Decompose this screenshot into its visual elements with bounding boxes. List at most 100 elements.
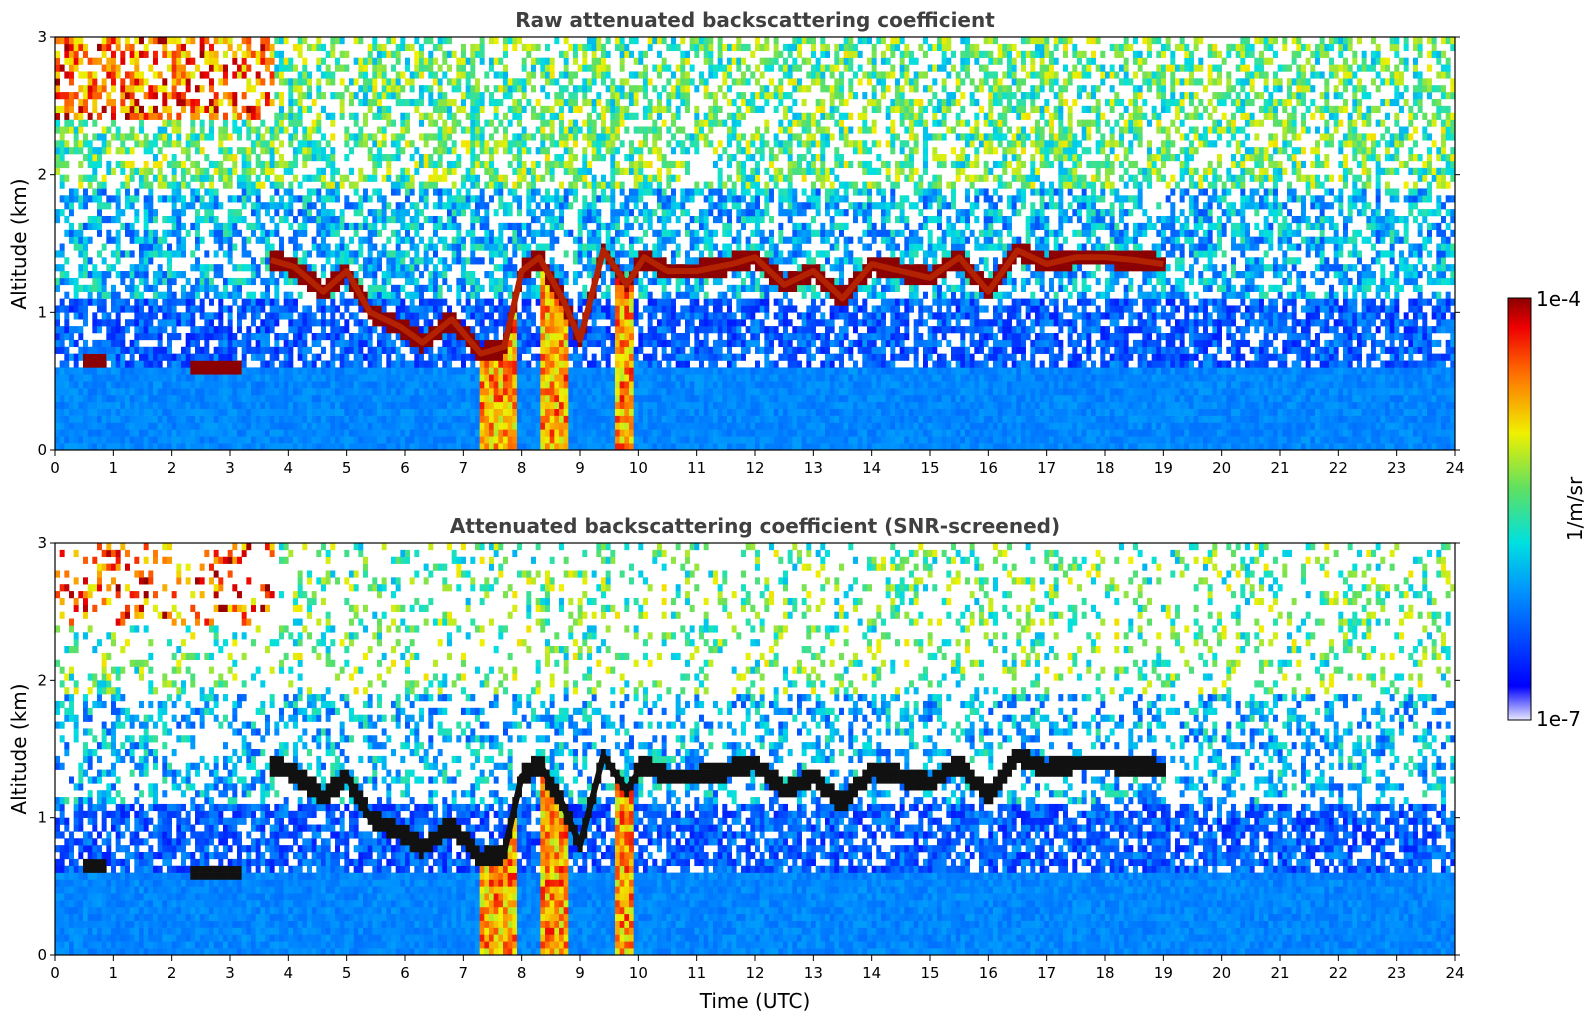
heatmap-cell: [442, 140, 448, 148]
heatmap-cell: [381, 43, 387, 52]
heatmap-cell: [143, 133, 149, 141]
heatmap-cell: [260, 119, 266, 127]
heatmap-cell: [125, 443, 130, 450]
heatmap-cell: [573, 119, 578, 127]
heatmap-cell: [92, 374, 98, 382]
heatmap-cell: [521, 167, 527, 175]
heatmap-cell: [400, 312, 406, 320]
heatmap-cell: [428, 388, 434, 396]
heatmap-cell: [503, 71, 508, 79]
heatmap-cell: [447, 394, 452, 403]
heatmap-cell: [311, 126, 317, 134]
heatmap-cell: [111, 381, 116, 389]
heatmap-cell: [157, 305, 163, 313]
heatmap-cell: [115, 43, 121, 52]
heatmap-cell: [391, 381, 396, 389]
heatmap-cell: [139, 243, 144, 251]
heatmap-cell: [568, 381, 574, 389]
heatmap-cell: [531, 236, 536, 244]
heatmap-cell: [87, 353, 93, 361]
heatmap-cell: [307, 126, 312, 134]
heatmap-cell: [405, 332, 410, 341]
heatmap-cell: [405, 394, 410, 403]
heatmap-cell: [367, 250, 373, 258]
heatmap-cell: [367, 174, 373, 182]
heatmap-cell: [213, 50, 219, 58]
heatmap-cell: [171, 271, 177, 279]
heatmap-cell: [92, 353, 98, 361]
heatmap-cell: [554, 443, 560, 450]
heatmap-cell: [195, 422, 200, 430]
heatmap-cell: [400, 215, 406, 224]
heatmap-cell: [321, 43, 326, 52]
heatmap-cell: [125, 92, 130, 100]
heatmap-cell: [358, 388, 364, 396]
heatmap-cell: [372, 353, 378, 361]
heatmap-cell: [353, 119, 359, 127]
heatmap-cell: [545, 195, 550, 203]
heatmap-cell: [596, 250, 602, 258]
heatmap-cell: [512, 78, 518, 86]
heatmap-cell: [437, 147, 443, 155]
heatmap-cell: [582, 195, 588, 203]
heatmap-cell: [134, 236, 140, 244]
heatmap-cell: [414, 64, 420, 72]
heatmap-cell: [372, 305, 378, 313]
heatmap-cell: [237, 112, 242, 120]
heatmap-cell: [139, 236, 144, 244]
heatmap-cell: [302, 202, 308, 210]
heatmap-cell: [69, 367, 74, 375]
heatmap-cell: [302, 374, 308, 382]
heatmap-cell: [554, 112, 560, 120]
heatmap-cell: [601, 119, 606, 127]
heatmap-cell: [344, 415, 350, 423]
heatmap-cell: [232, 422, 238, 430]
heatmap-cell: [311, 360, 317, 368]
heatmap-cell: [414, 215, 420, 224]
heatmap-cell: [428, 367, 434, 375]
heatmap-cell: [498, 408, 504, 416]
heatmap-cell: [475, 429, 480, 437]
heatmap-cell: [260, 147, 266, 155]
heatmap-cell: [475, 394, 480, 403]
heatmap-cell: [302, 222, 308, 231]
heatmap-cell: [330, 264, 336, 272]
heatmap-cell: [148, 353, 154, 361]
heatmap-cell: [255, 112, 261, 120]
heatmap-cell: [563, 326, 569, 334]
heatmap-cell: [97, 222, 102, 231]
heatmap-cell: [503, 92, 508, 100]
heatmap-cell: [195, 436, 200, 444]
heatmap-cell: [475, 443, 480, 450]
heatmap-cell: [433, 305, 438, 313]
heatmap-cell: [288, 236, 294, 244]
heatmap-cell: [274, 202, 280, 210]
heatmap-cell: [447, 147, 452, 155]
heatmap-cell: [92, 92, 98, 100]
heatmap-cell: [484, 394, 490, 403]
heatmap-cell: [493, 209, 499, 217]
heatmap-cell: [409, 374, 415, 382]
heatmap-cell: [573, 429, 578, 437]
heatmap-cell: [601, 243, 606, 251]
heatmap-cell: [400, 112, 406, 120]
heatmap-cell: [587, 408, 592, 416]
heatmap-cell: [209, 229, 214, 237]
heatmap-cell: [591, 64, 597, 72]
heatmap-cell: [148, 360, 154, 368]
heatmap-cell: [582, 250, 588, 258]
heatmap-cell: [428, 415, 434, 423]
heatmap-cell: [512, 374, 518, 382]
heatmap-cell: [409, 339, 415, 348]
heatmap-cell: [157, 271, 163, 279]
heatmap-cell: [339, 78, 345, 86]
heatmap-cell: [517, 85, 522, 93]
heatmap-cell: [92, 85, 98, 93]
heatmap-cell: [129, 408, 135, 416]
heatmap-cell: [591, 133, 597, 141]
heatmap-cell: [540, 133, 546, 141]
heatmap-cell: [582, 215, 588, 224]
heatmap-cell: [400, 422, 406, 430]
heatmap-cell: [451, 346, 457, 354]
heatmap-cell: [330, 415, 336, 423]
